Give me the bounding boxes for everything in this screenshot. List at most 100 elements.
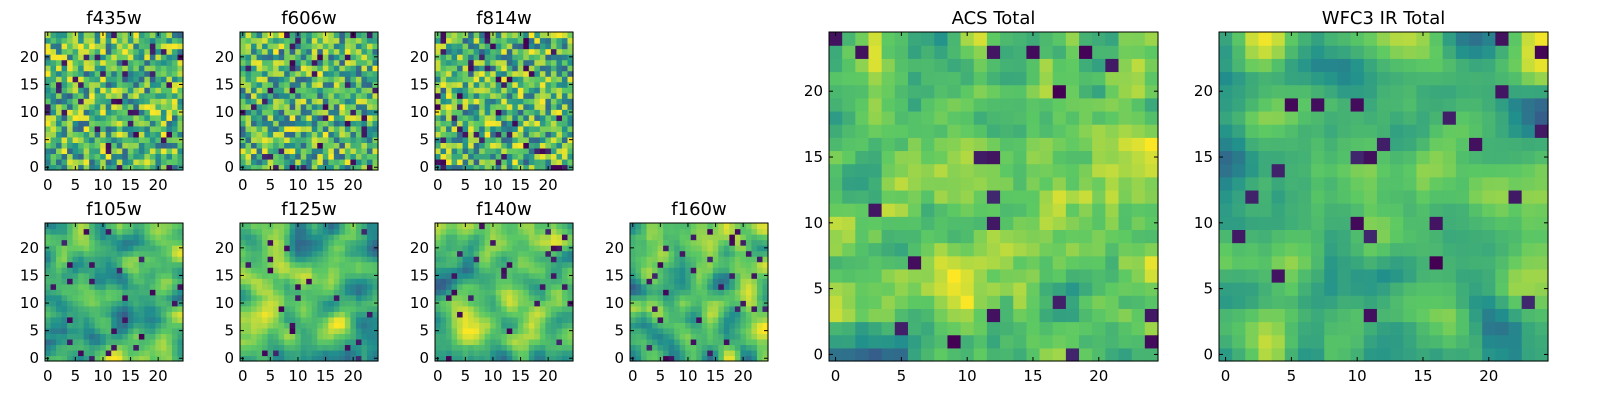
- heatmap-cell: [512, 114, 519, 121]
- heatmap-cell: [484, 65, 491, 72]
- heatmap-cell: [506, 87, 513, 94]
- heatmap-cell: [517, 114, 524, 121]
- heatmap-cell: [712, 294, 719, 301]
- heatmap-cell: [490, 245, 497, 252]
- heatmap-cell: [267, 109, 274, 116]
- heatmap-cell: [495, 114, 502, 121]
- heatmap-cell: [245, 98, 252, 105]
- heatmap-cell: [723, 327, 730, 334]
- heatmap-cell: [333, 228, 340, 235]
- heatmap-cell: [561, 333, 569, 340]
- heatmap-cell: [284, 261, 291, 268]
- heatmap-cell: [328, 234, 335, 241]
- heatmap-cell: [490, 316, 497, 323]
- heatmap-cell: [273, 76, 280, 83]
- heatmap-cell: [177, 267, 184, 274]
- heatmap-cell: [144, 54, 151, 61]
- heatmap-cell: [105, 333, 112, 340]
- heatmap-cell: [166, 239, 173, 246]
- heatmap-cell: [534, 338, 541, 346]
- heatmap-cell: [177, 125, 184, 132]
- y-tick-label: 20: [20, 48, 39, 66]
- heatmap-cell: [61, 43, 68, 50]
- heatmap-cell: [155, 327, 162, 334]
- heatmap-cell: [842, 347, 856, 362]
- heatmap-cell: [144, 48, 151, 55]
- heatmap-cell: [328, 153, 335, 160]
- heatmap-cell: [501, 333, 508, 340]
- heatmap-cell: [528, 327, 535, 334]
- heatmap-cell: [94, 103, 101, 110]
- heatmap-cell: [372, 103, 379, 110]
- heatmap-cell: [83, 70, 90, 77]
- heatmap-cell: [295, 300, 302, 307]
- heatmap-cell: [306, 158, 313, 166]
- heatmap-cell: [155, 59, 162, 66]
- heatmap-cell: [133, 239, 140, 246]
- heatmap-cell: [1118, 163, 1133, 178]
- heatmap-cell: [646, 300, 653, 307]
- heatmap-cell: [289, 54, 296, 61]
- heatmap-cell: [517, 43, 524, 50]
- heatmap-cell: [740, 327, 747, 334]
- heatmap-cell: [550, 338, 558, 346]
- heatmap-cell: [881, 189, 896, 204]
- heatmap-cell: [561, 131, 569, 138]
- heatmap-cell: [61, 272, 68, 279]
- heatmap-cell: [100, 158, 107, 166]
- heatmap-cell: [83, 125, 90, 132]
- heatmap-cell: [468, 333, 475, 340]
- heatmap-cell: [278, 147, 285, 155]
- heatmap-cell: [83, 283, 90, 290]
- heatmap-cell: [960, 229, 975, 244]
- heatmap-cell: [240, 103, 247, 110]
- heatmap-cell: [490, 142, 497, 149]
- heatmap-cell: [83, 54, 90, 61]
- heatmap-cell: [696, 316, 703, 323]
- heatmap-cell: [484, 239, 491, 246]
- y-tick-label: 15: [215, 75, 234, 93]
- heatmap-cell: [517, 70, 524, 77]
- heatmap-cell: [707, 239, 714, 246]
- heatmap-cell: [89, 267, 96, 274]
- heatmap-cell: [245, 228, 252, 235]
- heatmap-cell: [122, 70, 129, 77]
- heatmap-cell: [495, 261, 502, 268]
- heatmap-cell: [262, 32, 269, 39]
- heatmap-cell: [160, 333, 168, 340]
- heatmap-cell: [534, 37, 541, 44]
- heatmap-cell: [273, 98, 280, 105]
- heatmap-cell: [94, 136, 101, 143]
- heatmap-cell: [468, 32, 475, 39]
- heatmap-cell: [284, 327, 291, 334]
- heatmap-cell: [289, 344, 296, 351]
- heatmap-cell: [740, 283, 747, 290]
- heatmap-cell: [350, 59, 357, 66]
- heatmap-cell: [116, 239, 123, 246]
- heatmap-cell: [256, 327, 263, 334]
- heatmap-cell: [160, 153, 168, 160]
- heatmap-cell: [45, 261, 52, 268]
- heatmap-cell: [630, 294, 637, 301]
- heatmap-cell: [468, 92, 475, 99]
- heatmap-cell: [751, 294, 758, 301]
- heatmap-cell: [512, 234, 519, 241]
- heatmap-cell: [322, 43, 329, 50]
- heatmap-cell: [506, 228, 513, 235]
- heatmap-cell: [372, 349, 379, 357]
- heatmap-cell: [267, 87, 274, 94]
- heatmap-cell: [289, 294, 296, 301]
- heatmap-cell: [366, 300, 374, 307]
- heatmap-cell: [300, 87, 307, 94]
- heatmap-cell: [446, 114, 453, 121]
- heatmap-cell: [127, 294, 134, 301]
- heatmap-cell: [311, 349, 318, 357]
- heatmap-cell: [556, 300, 563, 307]
- heatmap-cell: [517, 239, 524, 246]
- heatmap-cell: [484, 153, 491, 160]
- heatmap-cell: [545, 70, 552, 77]
- heatmap-cell: [668, 322, 675, 329]
- heatmap-cell: [652, 261, 659, 268]
- heatmap-cell: [50, 283, 57, 290]
- heatmap-cell: [545, 136, 552, 143]
